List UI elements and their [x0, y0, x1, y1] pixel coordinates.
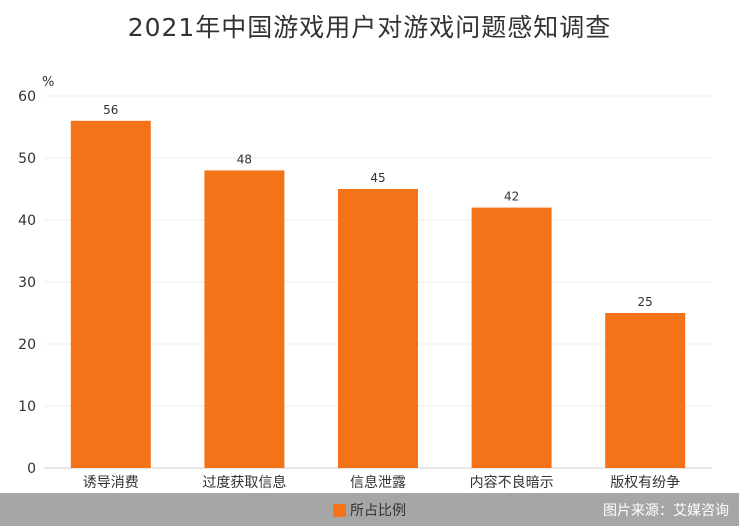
legend-label: 所占比例: [350, 503, 406, 519]
x-tick-label: 版权有纷争: [610, 475, 680, 491]
data-label: 45: [370, 171, 385, 185]
legend: 所占比例: [0, 500, 739, 520]
y-tick-label: 40: [18, 213, 36, 229]
x-tick-label: 内容不良暗示: [470, 474, 554, 491]
legend-swatch: [333, 504, 346, 517]
y-tick-label: 20: [18, 337, 36, 353]
x-tick-label: 诱导消费: [83, 475, 139, 491]
x-tick-label: 过度获取信息: [202, 474, 286, 491]
footer-band: [0, 493, 739, 526]
y-tick-label: 60: [18, 89, 36, 105]
bar: [471, 207, 552, 468]
bar: [70, 120, 151, 469]
data-label: 48: [237, 152, 252, 166]
x-tick-label: 信息泄露: [350, 474, 406, 491]
source-note: 图片来源：艾媒咨询: [603, 503, 729, 519]
y-tick-label: 30: [18, 275, 36, 291]
y-axis-label: %: [42, 75, 54, 90]
y-tick-label: 50: [18, 151, 36, 167]
data-label: 56: [103, 103, 118, 117]
y-tick-label: 10: [18, 399, 36, 415]
data-label: 42: [504, 190, 519, 204]
bar: [605, 313, 686, 468]
data-label: 25: [638, 295, 653, 309]
y-tick-label: 0: [27, 461, 36, 477]
bar: [204, 170, 285, 468]
bar: [338, 189, 418, 468]
chart-title: 2021年中国游戏用户对游戏问题感知调查: [127, 13, 612, 42]
